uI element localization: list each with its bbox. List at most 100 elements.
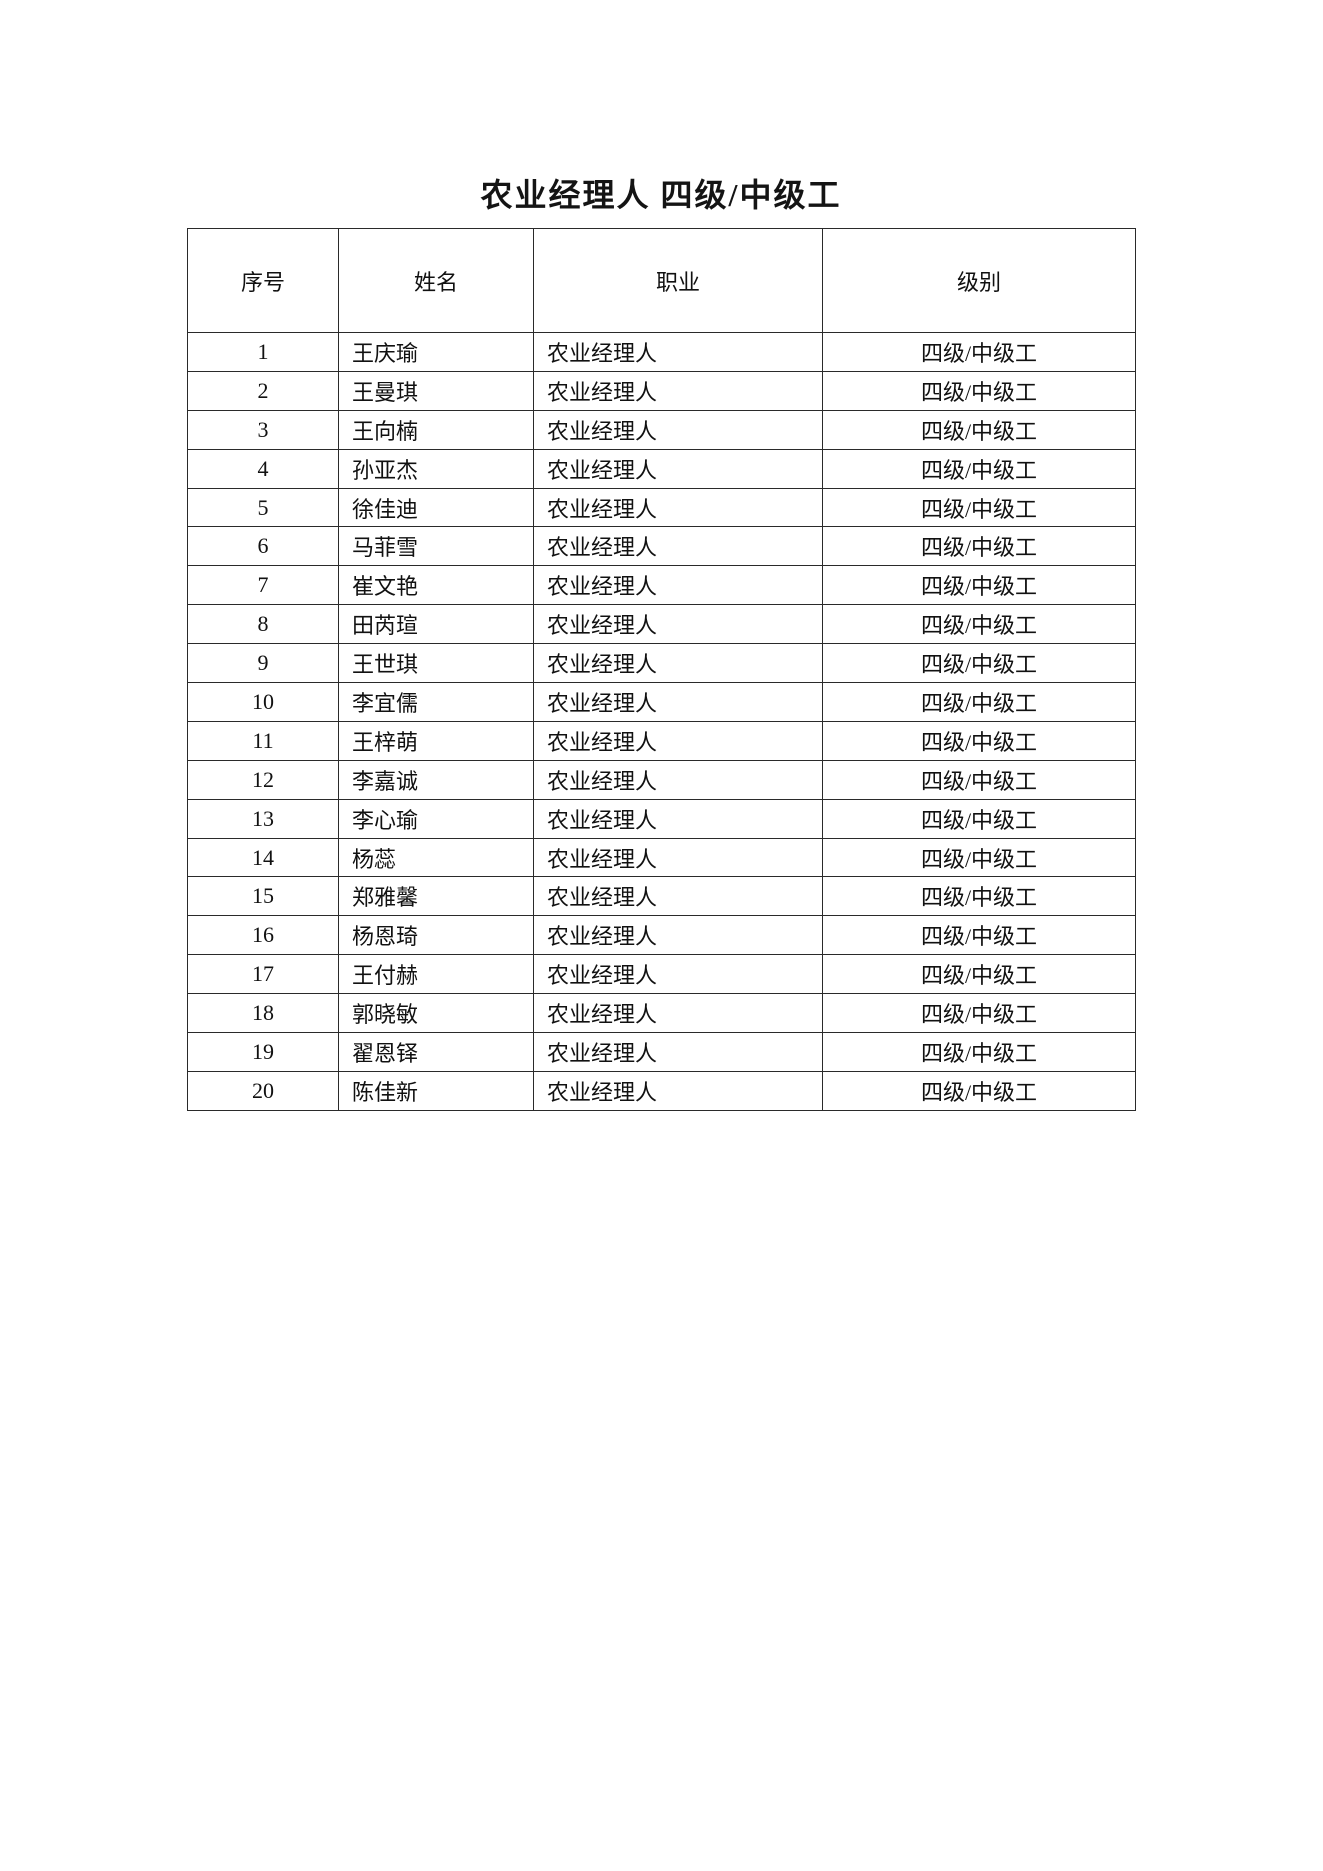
level-cell: 四级/中级工 <box>822 1070 1136 1111</box>
name-cell: 崔文艳 <box>338 565 534 606</box>
level-cell: 四级/中级工 <box>822 565 1136 606</box>
row-number-cell: 5 <box>187 487 339 528</box>
occupation-cell: 农业经理人 <box>533 448 823 489</box>
table-row: 7 崔文艳 农业经理人 四级/中级工 <box>187 565 1136 606</box>
row-number-cell: 6 <box>187 526 339 567</box>
table-row: 12 李嘉诚 农业经理人 四级/中级工 <box>187 759 1136 800</box>
table-row: 17 王付赫 农业经理人 四级/中级工 <box>187 954 1136 995</box>
level-cell: 四级/中级工 <box>822 332 1136 372</box>
name-cell: 王梓萌 <box>338 720 534 761</box>
occupation-cell: 农业经理人 <box>533 643 823 684</box>
name-cell: 王世琪 <box>338 643 534 684</box>
roster-table: 序号 姓名 职业 级别 1 王庆瑜 农业经理人 四级/中级工 2 王曼琪 农业经… <box>187 228 1136 1111</box>
occupation-cell: 农业经理人 <box>533 993 823 1034</box>
table-row: 11 王梓萌 农业经理人 四级/中级工 <box>187 720 1136 761</box>
row-number-cell: 19 <box>187 1032 339 1072</box>
level-cell: 四级/中级工 <box>822 759 1136 800</box>
occupation-cell: 农业经理人 <box>533 798 823 839</box>
level-cell: 四级/中级工 <box>822 915 1136 956</box>
name-cell: 徐佳迪 <box>338 487 534 528</box>
name-cell: 杨恩琦 <box>338 915 534 956</box>
name-cell: 马菲雪 <box>338 526 534 567</box>
occupation-cell: 农业经理人 <box>533 954 823 995</box>
occupation-cell: 农业经理人 <box>533 487 823 528</box>
table-row: 1 王庆瑜 农业经理人 四级/中级工 <box>187 332 1136 372</box>
table-row: 20 陈佳新 农业经理人 四级/中级工 <box>187 1070 1136 1111</box>
level-cell: 四级/中级工 <box>822 643 1136 684</box>
occupation-cell: 农业经理人 <box>533 332 823 372</box>
name-cell: 翟恩铎 <box>338 1032 534 1072</box>
name-cell: 王付赫 <box>338 954 534 995</box>
page-title: 农业经理人 四级/中级工 <box>480 177 842 213</box>
row-number-cell: 10 <box>187 682 339 722</box>
level-cell: 四级/中级工 <box>822 409 1136 450</box>
occupation-cell: 农业经理人 <box>533 1032 823 1072</box>
level-cell: 四级/中级工 <box>822 370 1136 411</box>
row-number-cell: 16 <box>187 915 339 956</box>
occupation-cell: 农业经理人 <box>533 565 823 606</box>
row-number-cell: 15 <box>187 876 339 917</box>
occupation-cell: 农业经理人 <box>533 915 823 956</box>
table-row: 4 孙亚杰 农业经理人 四级/中级工 <box>187 448 1136 489</box>
name-cell: 郑雅馨 <box>338 876 534 917</box>
name-cell: 王向楠 <box>338 409 534 450</box>
occupation-cell: 农业经理人 <box>533 370 823 411</box>
occupation-cell: 农业经理人 <box>533 837 823 878</box>
table-row: 13 李心瑜 农业经理人 四级/中级工 <box>187 798 1136 839</box>
table-row: 5 徐佳迪 农业经理人 四级/中级工 <box>187 487 1136 528</box>
name-cell: 郭晓敏 <box>338 993 534 1034</box>
occupation-cell: 农业经理人 <box>533 682 823 722</box>
table-header-row: 序号 姓名 职业 级别 <box>187 228 1136 333</box>
table-row: 16 杨恩琦 农业经理人 四级/中级工 <box>187 915 1136 956</box>
occupation-cell: 农业经理人 <box>533 526 823 567</box>
level-cell: 四级/中级工 <box>822 876 1136 917</box>
level-cell: 四级/中级工 <box>822 1032 1136 1072</box>
name-cell: 孙亚杰 <box>338 448 534 489</box>
row-number-cell: 2 <box>187 370 339 411</box>
level-cell: 四级/中级工 <box>822 993 1136 1034</box>
row-number-cell: 3 <box>187 409 339 450</box>
table-row: 14 杨蕊 农业经理人 四级/中级工 <box>187 837 1136 878</box>
row-number-cell: 11 <box>187 720 339 761</box>
table-row: 15 郑雅馨 农业经理人 四级/中级工 <box>187 876 1136 917</box>
name-cell: 王曼琪 <box>338 370 534 411</box>
name-cell: 田芮瑄 <box>338 604 534 645</box>
row-number-cell: 20 <box>187 1070 339 1111</box>
level-cell: 四级/中级工 <box>822 682 1136 722</box>
level-cell: 四级/中级工 <box>822 837 1136 878</box>
level-cell: 四级/中级工 <box>822 448 1136 489</box>
level-cell: 四级/中级工 <box>822 487 1136 528</box>
row-number-cell: 13 <box>187 798 339 839</box>
table-row: 6 马菲雪 农业经理人 四级/中级工 <box>187 526 1136 567</box>
occupation-cell: 农业经理人 <box>533 720 823 761</box>
header-occupation: 职业 <box>533 228 823 333</box>
row-number-cell: 9 <box>187 643 339 684</box>
row-number-cell: 18 <box>187 993 339 1034</box>
name-cell: 杨蕊 <box>338 837 534 878</box>
table-row: 18 郭晓敏 农业经理人 四级/中级工 <box>187 993 1136 1034</box>
header-name: 姓名 <box>338 228 534 333</box>
level-cell: 四级/中级工 <box>822 526 1136 567</box>
row-number-cell: 12 <box>187 759 339 800</box>
table-row: 9 王世琪 农业经理人 四级/中级工 <box>187 643 1136 684</box>
occupation-cell: 农业经理人 <box>533 604 823 645</box>
table-row: 19 翟恩铎 农业经理人 四级/中级工 <box>187 1032 1136 1072</box>
name-cell: 陈佳新 <box>338 1070 534 1111</box>
row-number-cell: 1 <box>187 332 339 372</box>
level-cell: 四级/中级工 <box>822 798 1136 839</box>
level-cell: 四级/中级工 <box>822 954 1136 995</box>
table-row: 3 王向楠 农业经理人 四级/中级工 <box>187 409 1136 450</box>
name-cell: 王庆瑜 <box>338 332 534 372</box>
occupation-cell: 农业经理人 <box>533 1070 823 1111</box>
header-level: 级别 <box>822 228 1136 333</box>
row-number-cell: 7 <box>187 565 339 606</box>
table-body: 1 王庆瑜 农业经理人 四级/中级工 2 王曼琪 农业经理人 四级/中级工 3 … <box>187 332 1136 1111</box>
row-number-cell: 14 <box>187 837 339 878</box>
name-cell: 李心瑜 <box>338 798 534 839</box>
row-number-cell: 8 <box>187 604 339 645</box>
occupation-cell: 农业经理人 <box>533 876 823 917</box>
table-row: 8 田芮瑄 农业经理人 四级/中级工 <box>187 604 1136 645</box>
name-cell: 李宜儒 <box>338 682 534 722</box>
level-cell: 四级/中级工 <box>822 720 1136 761</box>
